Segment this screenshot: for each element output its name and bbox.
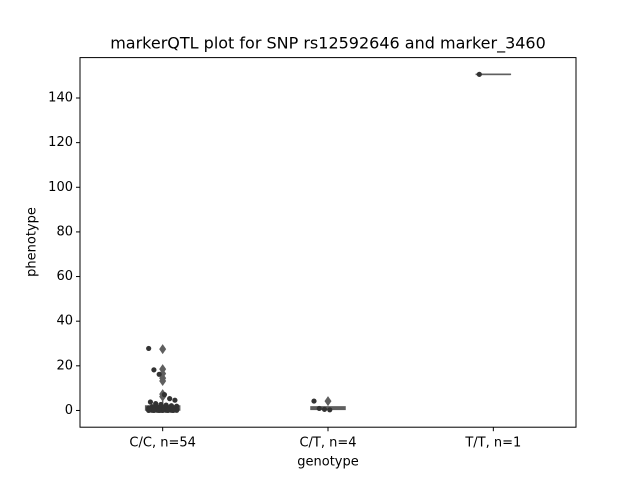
point [156,407,162,414]
chart-title: markerQTL plot for SNP rs12592646 and ma… [110,34,546,54]
y-tick-label: 60 [56,269,73,284]
x-axis-label: genotype [297,455,358,470]
plot-frame [79,57,577,428]
point [151,367,157,373]
point [151,407,157,414]
point [146,407,152,414]
y-tick-label: 100 [48,180,73,195]
y-tick-label: 20 [56,358,73,373]
y-tick-label: 80 [56,224,73,239]
y-tick-label: 140 [48,90,73,105]
point [476,71,482,77]
point [170,407,176,414]
point [146,345,152,352]
point [327,407,333,413]
point [161,392,168,398]
y-tick-label: 0 [65,403,73,418]
point [147,399,154,405]
point [311,398,317,404]
x-tick-label: T/T, n=1 [464,436,521,451]
y-tick-label: 40 [56,314,73,329]
point [316,405,322,412]
flier [159,344,167,355]
point [156,371,162,377]
y-tick-label: 120 [48,135,73,150]
point [172,397,178,403]
flier [159,376,167,386]
x-tick-label: C/T, n=4 [299,436,356,451]
point [321,406,328,412]
flier [324,396,332,407]
point [165,407,171,414]
point [167,396,173,402]
x-tick-label: C/C, n=54 [129,436,195,451]
y-axis-label: phenotype [25,207,40,277]
